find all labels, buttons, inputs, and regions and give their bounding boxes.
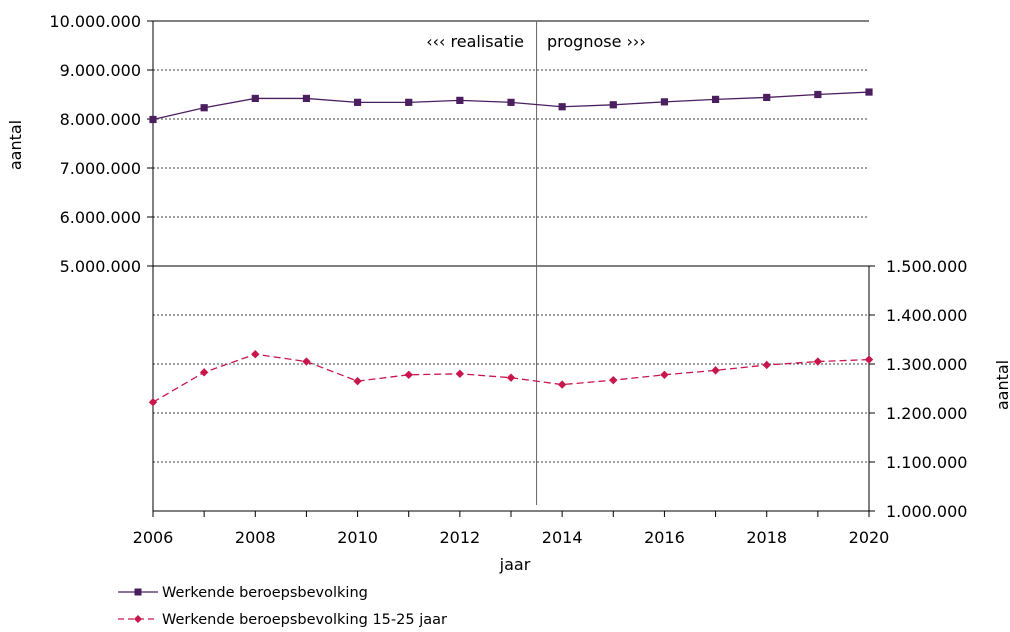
- x-tick-label: 2008: [235, 528, 276, 547]
- right-y-tick-label: 1.300.000: [886, 355, 967, 374]
- legend-label: Werkende beroepsbevolking 15-25 jaar: [162, 612, 447, 628]
- left-y-tick-label: 7.000.000: [60, 159, 141, 178]
- data-point-square: [149, 115, 157, 124]
- data-point-square: [558, 103, 566, 111]
- data-point-diamond: [557, 380, 567, 389]
- x-tick-label: 2016: [644, 528, 685, 547]
- left-y-tick-label: 8.000.000: [60, 110, 141, 129]
- x-tick-label: 2014: [542, 528, 583, 547]
- x-tick-label: 2012: [439, 528, 480, 547]
- x-tick-label: 2020: [849, 528, 890, 547]
- left-y-tick-label: 5.000.000: [60, 257, 141, 276]
- legend-entry-werkende-beroepsbevolking: Werkende beroepsbevolking: [118, 585, 368, 601]
- data-point-diamond: [455, 369, 465, 378]
- data-point-square: [302, 94, 311, 103]
- data-point-diamond: [251, 350, 260, 359]
- data-point-square: [405, 98, 413, 106]
- series-2: [148, 350, 874, 407]
- data-point-diamond: [711, 366, 720, 375]
- data-point-square: [353, 98, 362, 106]
- gridlines: [153, 69, 869, 463]
- legend-square-marker: [134, 588, 142, 596]
- left-y-tick-label: 9.000.000: [60, 61, 141, 80]
- data-point-square: [456, 96, 464, 104]
- left-y-tick-labels: 5.000.000 6.000.000 7.000.000 8.000.000 9.00…: [49, 12, 141, 276]
- legend-entry-werkende-beroepsbevolking-15-25-jaar: Werkende beroepsbevolking 15-25 jaar: [118, 612, 447, 628]
- legend-diamond-marker: [134, 615, 142, 623]
- right-y-tick-label: 1.400.000: [886, 306, 967, 325]
- data-point-diamond: [609, 375, 618, 385]
- x-tick-label: 2006: [133, 528, 174, 547]
- x-tick-label: 2010: [337, 528, 378, 547]
- annotation-realisatie: ‹‹‹ realisatie: [426, 32, 524, 51]
- data-point-square: [609, 101, 617, 109]
- legend-label: Werkende beroepsbevolking: [162, 585, 368, 601]
- right-y-tick-label: 1.200.000: [886, 404, 967, 423]
- data-point-diamond: [864, 355, 874, 364]
- data-point-square: [200, 104, 208, 112]
- data-point-square: [763, 93, 771, 102]
- right-y-tick-label: 1.500.000: [886, 257, 967, 276]
- data-point-square: [660, 98, 669, 106]
- right-y-tick-labels: 1.000.000 1.100.000 1.200.000 1.300.000 1.40…: [886, 257, 967, 521]
- left-y-tick-label: 6.000.000: [60, 208, 141, 227]
- data-point-diamond: [148, 398, 158, 407]
- data-point-diamond: [506, 373, 516, 382]
- data-point-diamond: [302, 357, 311, 366]
- series: [148, 88, 874, 407]
- data-point-square: [251, 94, 259, 103]
- data-point-square: [814, 90, 822, 99]
- data-point-diamond: [199, 368, 209, 377]
- left-y-tick-label: 10.000.000: [49, 12, 141, 31]
- right-y-tick-label: 1.000.000: [886, 502, 967, 521]
- annotation-prognose: prognose ›››: [547, 32, 646, 51]
- tick-marks: [147, 20, 875, 517]
- data-point-diamond: [353, 376, 362, 386]
- x-axis-title: jaar: [499, 555, 531, 574]
- data-point-diamond: [660, 370, 669, 379]
- right-y-axis-title: aantal: [993, 360, 1010, 410]
- data-point-diamond: [404, 370, 413, 379]
- data-point-square: [711, 95, 720, 103]
- left-y-axis-title: aantal: [6, 120, 25, 170]
- legend: Werkende beroepsbevolking Werkende beroe…: [118, 585, 447, 628]
- data-point-square: [507, 98, 515, 106]
- data-point-square: [865, 88, 873, 96]
- data-point-diamond: [813, 357, 823, 366]
- series-1: [149, 88, 873, 124]
- data-point-diamond: [762, 360, 771, 370]
- right-y-tick-label: 1.100.000: [886, 453, 967, 472]
- x-tick-label: 2018: [746, 528, 787, 547]
- x-tick-labels: 2006 2008 2010 2012 2014 2016 2018 2020: [133, 528, 890, 547]
